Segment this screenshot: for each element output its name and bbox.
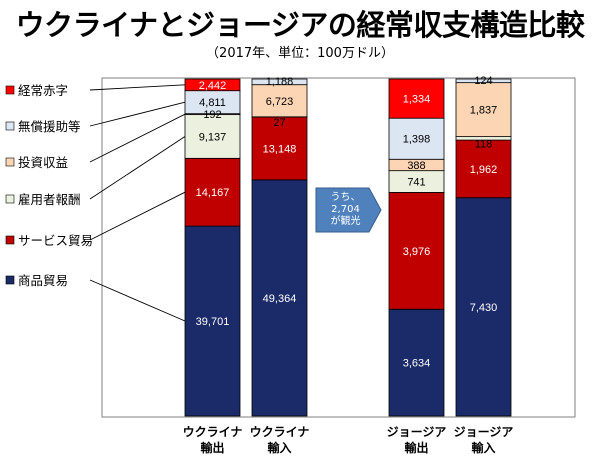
callout-text-line-2: 2,704 xyxy=(331,204,360,215)
callout-text-line-3: が観光 xyxy=(331,214,361,227)
legend-swatch-1 xyxy=(5,275,15,285)
data-label-4-series-4: 124 xyxy=(474,75,492,87)
data-label-2-series-2: 27 xyxy=(273,117,285,129)
category-label-2-line-1: ウクライナ xyxy=(250,425,310,439)
data-label-1-series-2: 9,137 xyxy=(199,132,227,144)
legend-connector-5 xyxy=(89,101,186,127)
legend-label-6: 経常赤字 xyxy=(18,83,68,98)
legend-swatch-5 xyxy=(5,121,15,131)
category-label-1-line-2: 輸出 xyxy=(200,440,224,455)
data-label-3-series-4: 1,398 xyxy=(403,134,431,146)
category-label-4-line-2: 輸入 xyxy=(471,440,495,455)
bar-segment-3-series-4 xyxy=(388,117,445,160)
bar-segment-4-series-0 xyxy=(455,197,512,417)
data-label-4-series-1: 1,962 xyxy=(470,164,498,176)
legend-swatch-6 xyxy=(5,85,15,95)
bar-segment-4-series-3 xyxy=(455,82,512,138)
bar-segment-1-series-2 xyxy=(184,114,241,159)
bar-segment-4-series-4 xyxy=(455,78,512,84)
legend-connector-4 xyxy=(89,113,186,163)
legend-connector-2 xyxy=(89,191,186,241)
legend-swatch-2 xyxy=(5,235,15,245)
data-label-4-series-3: 1,837 xyxy=(470,105,498,117)
bar-segment-2-series-4 xyxy=(251,78,308,86)
data-label-3-series-1: 3,976 xyxy=(403,246,431,258)
bar-segment-3-series-5 xyxy=(388,78,445,119)
bar-segment-3-series-0 xyxy=(388,308,445,417)
data-label-2-series-3: 6,723 xyxy=(266,96,294,108)
bar-segment-1-series-0 xyxy=(184,225,241,417)
legend-connector-3 xyxy=(89,136,186,200)
data-label-1-series-5: 2,442 xyxy=(199,80,227,92)
chart-title: ウクライナとジョージアの経常収支構造比較 xyxy=(15,8,585,42)
bar-segment-2-series-0 xyxy=(251,179,308,417)
legend-label-1: 商品貿易 xyxy=(18,273,68,288)
category-label-3-line-2: 輸出 xyxy=(404,440,428,455)
data-label-2-series-4: 1,188 xyxy=(266,76,294,88)
data-label-2-series-1: 13,148 xyxy=(263,143,297,155)
legend-label-2: サービス貿易 xyxy=(18,233,93,248)
data-label-1-series-0: 39,701 xyxy=(196,316,230,328)
callout-text-line-1: うち、 xyxy=(331,191,361,203)
data-label-1-series-3: 192 xyxy=(203,109,221,121)
bar-segment-4-series-1 xyxy=(455,139,512,199)
data-label-2-series-0: 49,364 xyxy=(263,293,297,305)
data-label-3-series-2: 741 xyxy=(407,177,425,189)
bar-segment-3-series-1 xyxy=(388,192,445,310)
legend-label-5: 無償援助等 xyxy=(18,119,81,134)
category-label-1-line-1: ウクライナ xyxy=(183,425,243,439)
data-label-1-series-4: 4,811 xyxy=(199,97,226,109)
data-label-4-series-2: 118 xyxy=(475,138,493,150)
chart-subtitle: （2017年、単位：100万ドル） xyxy=(206,46,394,61)
legend-connector-1 xyxy=(89,279,186,322)
legend-swatch-4 xyxy=(5,157,15,167)
legend-connector-6 xyxy=(89,84,186,91)
data-label-1-series-1: 14,167 xyxy=(196,187,230,199)
legend-label-3: 雇用者報酬 xyxy=(18,192,81,207)
data-label-3-series-3: 388 xyxy=(407,160,425,172)
data-label-3-series-5: 1,334 xyxy=(403,94,431,106)
data-label-3-series-0: 3,634 xyxy=(403,358,431,370)
bar-segment-2-series-3 xyxy=(251,84,308,118)
legend-swatch-3 xyxy=(5,194,15,204)
category-label-3-line-1: ジョージア xyxy=(387,425,447,439)
callout-arrow xyxy=(315,187,382,233)
data-label-4-series-0: 7,430 xyxy=(470,302,498,314)
category-label-4-line-1: ジョージア xyxy=(454,425,514,439)
legend-label-4: 投資収益 xyxy=(18,155,68,170)
category-label-2-line-2: 輸入 xyxy=(267,440,291,455)
plot-area-frame xyxy=(101,77,576,418)
